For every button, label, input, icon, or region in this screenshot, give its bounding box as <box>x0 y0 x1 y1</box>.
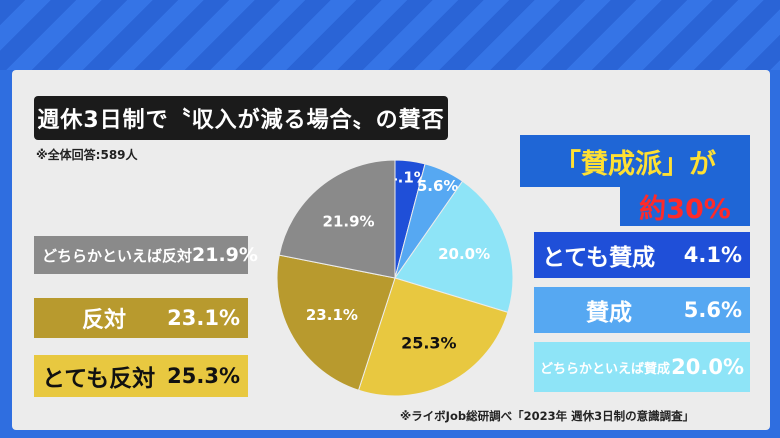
pie-slice-label-6: 21.9% <box>323 212 375 230</box>
pie-slice-label-3: 20.0% <box>438 245 490 263</box>
legend-disagree: 反対 23.1% <box>34 298 248 338</box>
legend-value: 21.9% <box>192 244 258 266</box>
legend-very-disagree: とても反対 25.3% <box>34 355 248 397</box>
legend-value: 23.1% <box>167 306 240 330</box>
pie-chart-svg: 4.1%5.6% 20.0% 25.3% 23.1% 21.9% <box>276 159 514 397</box>
pie-slice-label-5: 23.1% <box>306 306 358 324</box>
chart-title-box: 週休3日制で〝収入が減る場合〟の賛否 <box>34 96 448 140</box>
respondent-note: ※全体回答:589人 <box>36 148 138 162</box>
chart-title: 週休3日制で〝収入が減る場合〟の賛否 <box>37 108 445 133</box>
legend-label: 反対 <box>82 308 127 333</box>
headline-line2-box: 約30% <box>620 186 750 226</box>
pie-slice-6 <box>278 159 396 279</box>
source-note: ※ライボJob総研調べ「2023年 週休3日制の意識調査」 <box>400 409 695 423</box>
pie-slice-3 <box>394 180 514 313</box>
legend-somewhat-agree: どちらかといえば賛成 20.0% <box>534 342 750 392</box>
headline-line1: 「賛成派」が <box>554 148 716 180</box>
legend-somewhat-disagree: どちらかといえば反対 21.9% <box>34 236 258 274</box>
legend-value: 5.6% <box>683 298 742 322</box>
legend-value: 25.3% <box>167 364 240 388</box>
pie-slice-5 <box>276 254 396 391</box>
legend-label: 賛成 <box>586 300 632 326</box>
legend-value: 4.1% <box>683 243 742 267</box>
legend-value: 20.0% <box>671 355 744 379</box>
headline-line2: 約30% <box>639 193 731 225</box>
headline-line1-box: 「賛成派」が <box>520 135 750 187</box>
legend-agree: 賛成 5.6% <box>534 287 750 333</box>
legend-very-agree: とても賛成 4.1% <box>534 232 750 278</box>
background-stripes <box>0 0 780 70</box>
pie-slice-label-1: 4.1% <box>387 168 429 186</box>
legend-label: とても賛成 <box>542 245 656 271</box>
legend-label: どちらかといえば賛成 <box>540 361 671 377</box>
legend-label: とても反対 <box>42 366 156 392</box>
pie-chart: 4.1% 5.6% 20.0% 25.3% 23.1% 21.9% <box>272 155 518 401</box>
pie-slice-label-4: 25.3% <box>401 333 457 352</box>
pie-slice-label-2: 5.6% <box>417 177 459 195</box>
pie-slice-4 <box>357 277 509 397</box>
legend-label: どちらかといえば反対 <box>42 246 193 265</box>
